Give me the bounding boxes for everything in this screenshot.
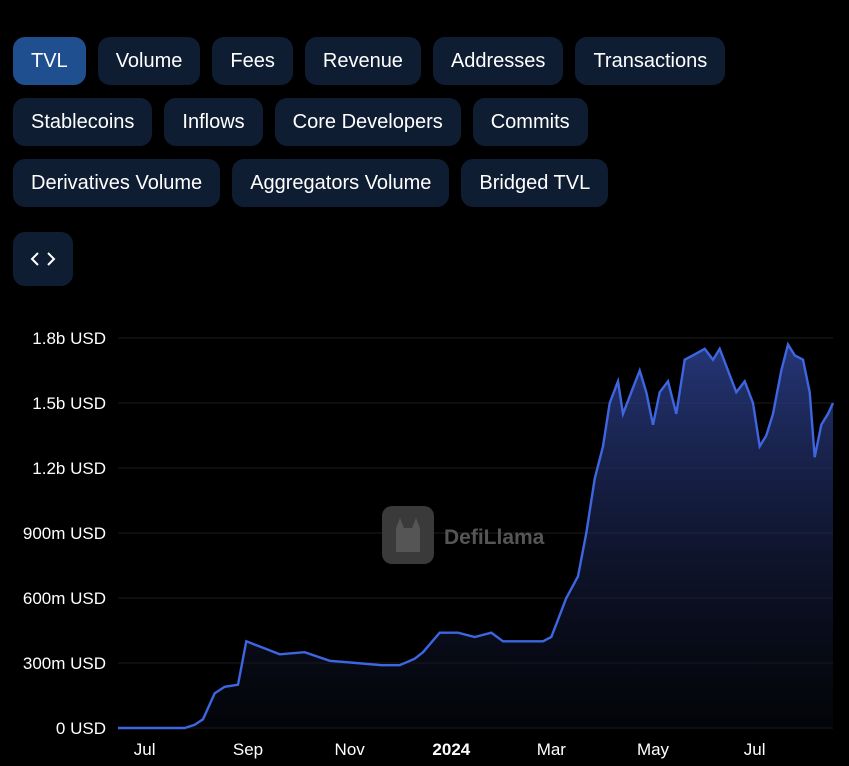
defillama-watermark: DefiLlama — [382, 506, 545, 564]
tab-aggregators-volume[interactable]: Aggregators Volume — [232, 159, 450, 207]
x-tick-label: Sep — [233, 740, 263, 759]
watermark-text: DefiLlama — [444, 526, 545, 549]
y-tick-label: 0 USD — [56, 719, 106, 738]
tvl-area — [118, 344, 833, 728]
embed-toggle-button[interactable] — [13, 232, 73, 286]
y-tick-label: 1.5b USD — [32, 394, 106, 413]
x-tick-label: May — [637, 740, 670, 759]
x-axis: Jul Sep Nov 2024 Mar May Jul — [134, 740, 766, 759]
y-tick-label: 1.8b USD — [32, 329, 106, 348]
x-tick-label: Jul — [744, 740, 766, 759]
x-tick-label: 2024 — [432, 740, 470, 759]
y-tick-label: 300m USD — [23, 654, 106, 673]
tab-revenue[interactable]: Revenue — [304, 37, 421, 85]
tab-tvl[interactable]: TVL — [13, 37, 86, 85]
tvl-chart: DefiLlama 0 USD 300m USD 600m USD 900m USD 1… — [23, 329, 835, 759]
tab-fees[interactable]: Fees — [212, 37, 293, 85]
grid-lines — [118, 337, 833, 729]
tab-addresses[interactable]: Addresses — [432, 37, 564, 85]
y-tick-label: 1.2b USD — [32, 459, 106, 478]
code-brackets-icon — [30, 252, 56, 266]
metric-tabs: TVL Volume Fees Revenue Addresses Transa… — [13, 37, 833, 220]
tab-core-developers[interactable]: Core Developers — [274, 98, 461, 146]
tab-stablecoins[interactable]: Stablecoins — [13, 98, 153, 146]
tab-derivatives-volume[interactable]: Derivatives Volume — [13, 159, 221, 207]
tab-commits[interactable]: Commits — [472, 98, 588, 146]
llama-icon — [396, 518, 420, 552]
y-tick-label: 600m USD — [23, 589, 106, 608]
x-tick-label: Nov — [335, 740, 366, 759]
tab-row-3: Derivatives Volume Aggregators Volume Br… — [13, 159, 833, 207]
tvl-line — [118, 341, 835, 730]
tab-row-1: TVL Volume Fees Revenue Addresses Transa… — [13, 37, 833, 85]
x-tick-label: Mar — [537, 740, 567, 759]
tab-bridged-tvl[interactable]: Bridged TVL — [461, 159, 609, 207]
x-tick-label: Jul — [134, 740, 156, 759]
y-tick-label: 900m USD — [23, 524, 106, 543]
y-axis: 0 USD 300m USD 600m USD 900m USD 1.2b USD 1.5… — [23, 329, 106, 738]
tab-volume[interactable]: Volume — [97, 37, 201, 85]
tab-inflows[interactable]: Inflows — [164, 98, 263, 146]
tab-transactions[interactable]: Transactions — [575, 37, 726, 85]
tab-row-2: Stablecoins Inflows Core Developers Comm… — [13, 98, 833, 146]
